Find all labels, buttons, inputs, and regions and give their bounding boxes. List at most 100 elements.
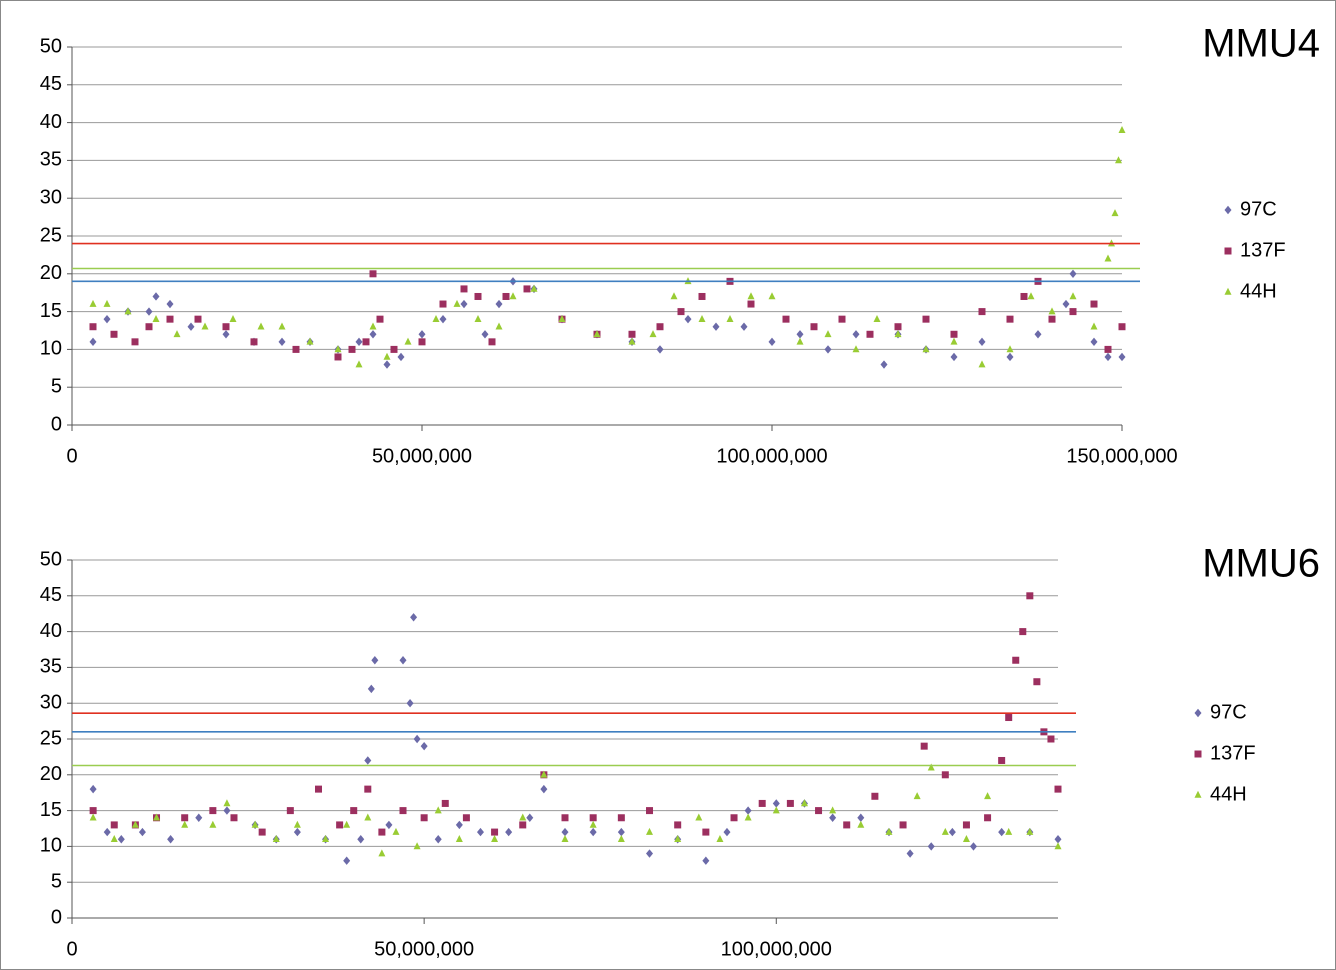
point (646, 849, 654, 858)
point (439, 314, 447, 324)
point (230, 814, 238, 822)
point (852, 345, 860, 353)
point (768, 292, 776, 300)
point (364, 756, 372, 765)
y-tick-label: 35 (40, 149, 62, 171)
point (747, 300, 755, 308)
point (293, 820, 301, 828)
point (251, 820, 259, 828)
point (829, 813, 837, 822)
point (1048, 315, 1056, 323)
point (978, 360, 986, 368)
point (103, 827, 111, 837)
point (984, 814, 992, 822)
point (1034, 330, 1042, 339)
point (378, 828, 386, 836)
point (1027, 292, 1035, 300)
point (1118, 352, 1126, 362)
point (343, 856, 351, 865)
point (491, 835, 499, 843)
point (617, 827, 625, 837)
point (181, 814, 189, 822)
point (89, 299, 97, 307)
point (89, 337, 97, 347)
legend-label: 97C (1210, 701, 1247, 723)
point (152, 292, 160, 301)
point (1005, 827, 1013, 835)
point (922, 315, 930, 323)
point (181, 820, 189, 828)
point (1054, 785, 1062, 793)
point (397, 352, 405, 362)
point (293, 827, 301, 837)
point (684, 314, 692, 324)
point (530, 284, 538, 292)
y-tick-label: 15 (40, 799, 62, 821)
point (962, 821, 970, 829)
point (871, 792, 879, 800)
point (796, 330, 804, 339)
point (131, 338, 139, 346)
point (334, 353, 342, 361)
point (786, 799, 794, 807)
y-tick-label: 50 (40, 35, 62, 57)
point (362, 338, 370, 346)
point (257, 322, 265, 330)
point (843, 821, 851, 829)
y-tick-label: 30 (40, 186, 62, 208)
y-tick-label: 0 (51, 906, 62, 928)
point (815, 807, 823, 815)
point (89, 813, 97, 821)
point (1115, 156, 1122, 164)
point (376, 315, 384, 323)
point (723, 827, 731, 837)
y-tick-label: 25 (40, 727, 62, 749)
y-tick-label: 40 (40, 620, 62, 642)
point (201, 322, 209, 330)
y-tick-label: 10 (40, 835, 62, 857)
point (978, 308, 986, 316)
y-tick-label: 50 (40, 548, 62, 570)
point (350, 807, 358, 815)
point (258, 828, 266, 836)
point (540, 784, 548, 794)
point (674, 821, 682, 829)
point (476, 827, 484, 837)
point (488, 338, 496, 346)
legend-marker (1194, 790, 1202, 798)
point (1069, 308, 1077, 316)
point (589, 814, 597, 822)
point (103, 314, 111, 324)
point (857, 813, 865, 822)
point (110, 330, 118, 338)
point (948, 827, 956, 837)
point (223, 799, 231, 807)
point (894, 330, 902, 338)
point (998, 756, 1006, 764)
point (950, 337, 958, 345)
legend-marker (1194, 750, 1202, 758)
point (1026, 827, 1034, 835)
point (278, 322, 286, 330)
point (558, 314, 566, 322)
point (455, 820, 463, 830)
point (355, 360, 363, 368)
point (343, 820, 351, 828)
point (357, 835, 365, 844)
point (824, 330, 832, 338)
legend-marker (1224, 205, 1232, 215)
point (927, 763, 935, 771)
x-tick-label: 0 (66, 445, 77, 467)
point (462, 814, 470, 822)
y-tick-label: 45 (40, 73, 62, 95)
point (1019, 628, 1027, 636)
point (367, 684, 375, 694)
point (1048, 307, 1056, 315)
point (406, 699, 414, 708)
point (306, 337, 314, 345)
point (413, 734, 421, 744)
point (906, 849, 914, 858)
point (131, 820, 139, 828)
x-tick-label: 50,000,000 (374, 938, 474, 960)
